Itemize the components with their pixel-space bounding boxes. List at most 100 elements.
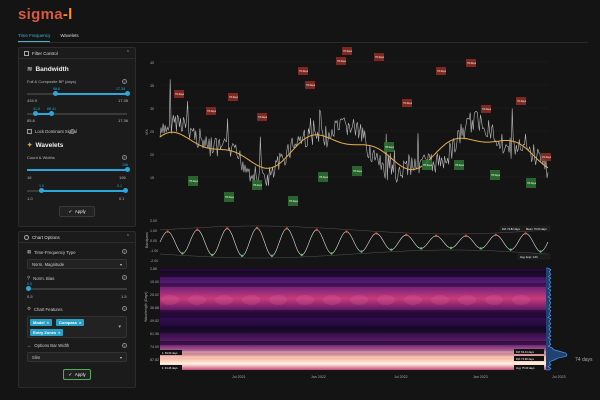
help-icon[interactable]: ? <box>122 155 127 160</box>
power-spectrum <box>546 267 568 371</box>
feature-chip-model[interactable]: Model × <box>30 319 52 326</box>
help-icon[interactable]: ? <box>122 275 127 280</box>
wave-tick: 74.00 <box>150 345 159 349</box>
tf-type-label: ▦ Time-Frequency Type <box>27 249 76 255</box>
price-gridlines <box>160 61 548 178</box>
trend-model-line <box>159 131 549 171</box>
slider-handle[interactable] <box>124 167 130 172</box>
close-icon[interactable]: × <box>58 330 61 335</box>
help-icon[interactable]: ? <box>122 249 127 254</box>
peak-marker <box>481 105 491 113</box>
bandpass-peak-dot <box>375 232 378 235</box>
bandpass-avg-box <box>517 253 551 260</box>
heatmap-blob <box>188 295 206 305</box>
bandwidth-slider-1[interactable] <box>27 91 130 96</box>
wavelet-count-slider[interactable] <box>27 167 130 172</box>
bandpass-peak-dot <box>524 232 527 235</box>
heatmap-blob <box>161 295 179 305</box>
bandpass-plot-bg <box>160 218 558 266</box>
resize-icon: ↔ <box>27 343 32 348</box>
slider-handle-high[interactable] <box>122 188 128 193</box>
feature-chip-compass[interactable]: Compass × <box>56 319 85 326</box>
marker-avg-box <box>514 365 544 370</box>
close-icon[interactable]: × <box>79 320 82 325</box>
heatmap-blob <box>485 295 503 305</box>
slider-handle[interactable] <box>25 286 31 291</box>
chart-options-apply-button[interactable]: ✔ Apply <box>63 369 91 380</box>
help-icon[interactable]: ? <box>122 79 127 84</box>
wavelets-slider2-min: 1.0 <box>27 196 33 201</box>
peak-marker <box>436 67 446 75</box>
price-y-label: VIX <box>145 129 149 135</box>
y-tick: 15 <box>150 176 154 180</box>
trough-marker-label: 78 days <box>527 181 537 185</box>
tab-time-frequency[interactable]: Time Frequency <box>18 33 51 42</box>
peak-marker <box>257 113 267 121</box>
trough-marker-label: 78 days <box>253 183 263 187</box>
bar-width-value: Slim <box>32 354 41 360</box>
checkbox-box[interactable] <box>27 129 32 134</box>
help-icon[interactable]: ? <box>70 129 75 134</box>
trough-marker <box>526 178 536 188</box>
bandwidth-slider1-high-tick: 17.35 <box>116 87 125 91</box>
peak-marker <box>374 53 384 61</box>
chevron-down-icon[interactable]: ▾ <box>118 324 121 330</box>
close-icon[interactable]: × <box>46 320 49 325</box>
chart-options-header[interactable]: Chart Options ⌃ <box>19 232 135 243</box>
lock-dominant-checkbox[interactable]: Lock Dominant Signal <box>27 129 77 134</box>
help-icon[interactable]: ? <box>122 306 127 311</box>
peak-trough-markers: 76 days 76 days 76 days 76 days 76 days 76 da… <box>174 47 552 206</box>
heatmap-blob <box>242 295 260 305</box>
bar-width-select[interactable]: Slim ▾ <box>27 352 127 362</box>
chart-options-panel: Chart Options ⌃ ▦ Time-Frequency Type ? N… <box>18 231 136 388</box>
peak-marker-label: 76 days <box>343 49 353 53</box>
x-axis: Jul 2021 Jan 2022 Jul 2022 Jan 2023 Jul … <box>232 375 566 379</box>
bandwidth-slider-2[interactable] <box>27 111 127 116</box>
slider-handle-high[interactable] <box>124 91 130 96</box>
trough-marker-label: 78 days <box>189 179 199 183</box>
slider-handle-low[interactable] <box>52 91 58 96</box>
filter-apply-button[interactable]: ✔ Apply <box>59 206 95 217</box>
bandpass-chart[interactable]: Bandpass 2.00 1.00 0.00 -1.00 -2.00 FM: … <box>145 218 558 266</box>
wave-tick: 61.96 <box>150 332 159 336</box>
peak-marker <box>228 93 238 101</box>
slider-handle-high[interactable] <box>48 111 54 116</box>
bandwidth-heading: ≋ Bandwidth <box>27 65 69 74</box>
wavelets-slider2-max: 0.1 <box>119 196 125 201</box>
bandpass-trough-dot <box>449 246 453 250</box>
filter-control-header[interactable]: Filter Control ⌃ <box>19 48 135 59</box>
marker-top-box <box>514 349 544 354</box>
slider-handle-low[interactable] <box>38 188 44 193</box>
bandwidth-slider2-low-tick: 41.5 <box>33 107 40 111</box>
heatmap-band <box>160 283 546 287</box>
slider-fill <box>27 169 127 171</box>
wavelet-width-slider[interactable] <box>27 188 128 193</box>
tab-bar: Time Frequency Wavelets <box>18 33 79 42</box>
y-tick: 25 <box>150 130 154 134</box>
heatmap-blob <box>512 295 530 305</box>
peak-marker-label: 76 days <box>403 101 413 105</box>
tab-wavelets[interactable]: Wavelets <box>60 33 79 38</box>
settings-icon <box>24 234 29 240</box>
bandpass-tick: 1.00 <box>150 229 157 233</box>
feature-chip-entry-zones[interactable]: Entry Zones × <box>30 329 64 336</box>
bandpass-legend <box>499 225 551 232</box>
envelope-lower <box>159 249 549 259</box>
wavelet-heatmap[interactable]: Wavelength (Days) 2.86 15.00 25.02 36.88… <box>144 267 593 371</box>
trough-marker-label: 78 days <box>225 195 235 199</box>
chevron-up-icon[interactable]: ⌃ <box>125 50 130 56</box>
norm-bias-slider[interactable] <box>25 286 127 291</box>
trough-marker <box>352 166 362 176</box>
chart-features-multiselect[interactable]: Model × Compass × Entry Zones × ▾ <box>27 316 127 338</box>
help-icon[interactable]: ? <box>122 343 127 348</box>
bandpass-trough-dot <box>300 253 303 257</box>
slider-fill <box>55 93 127 95</box>
slider-handle-low[interactable] <box>32 111 38 116</box>
peak-marker-label: 76 days <box>299 69 309 73</box>
tf-type-select[interactable]: Norm. Magnitude ▾ <box>27 259 127 269</box>
wave-tick: 36.88 <box>150 306 159 310</box>
chevron-up-icon[interactable]: ⌃ <box>125 234 130 240</box>
peak-marker-label: 76 days <box>175 92 185 96</box>
